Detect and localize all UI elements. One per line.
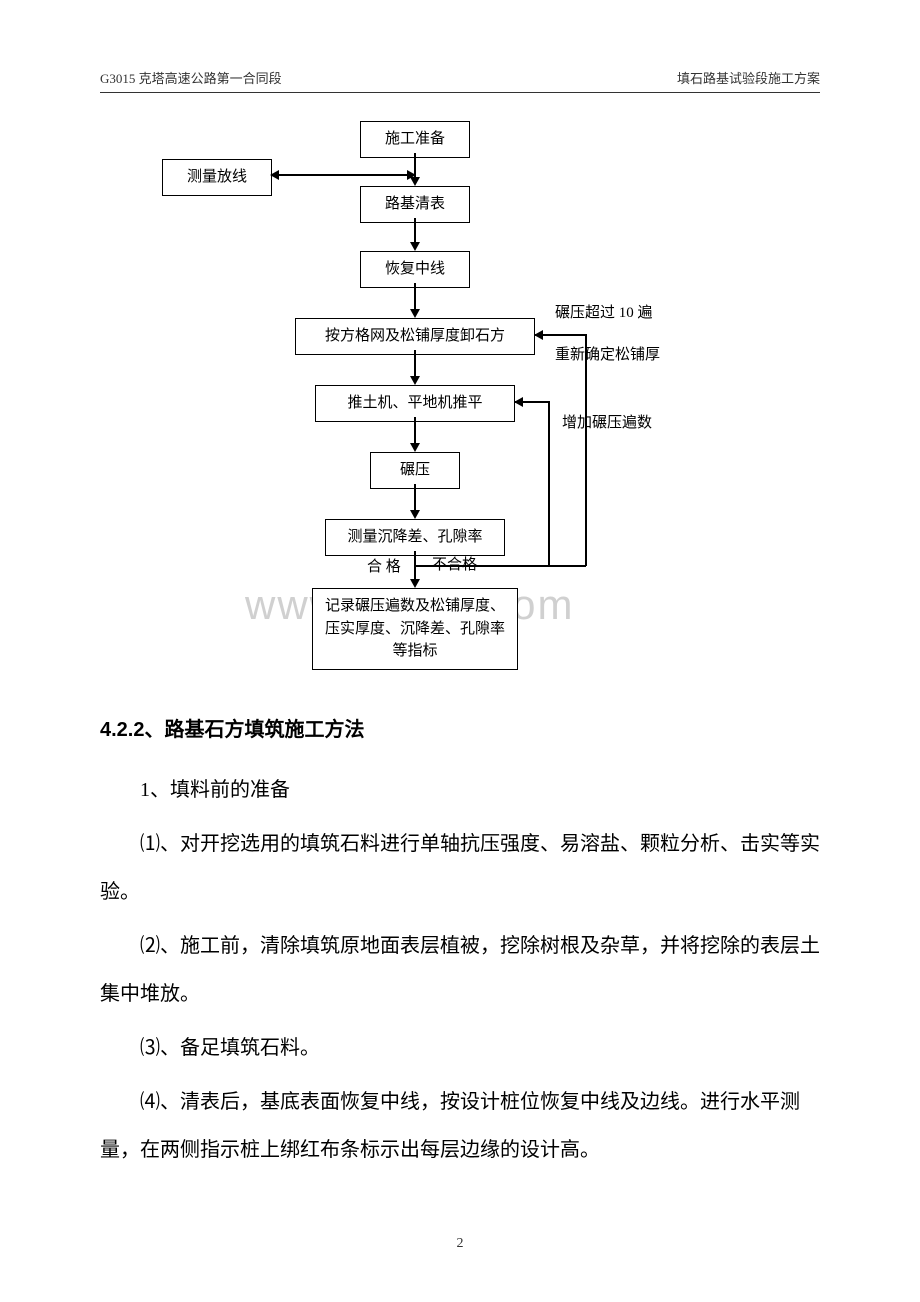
label-fail: 不合格	[432, 553, 477, 574]
label-exceed10: 碾压超过 10 遍	[555, 301, 653, 322]
page-number: 2	[457, 1236, 464, 1252]
header-right: 填石路基试验段施工方案	[677, 68, 820, 87]
paragraph-3: ⑵、施工前，清除填筑原地面表层植被，挖除树根及杂草，并将挖除的表层土集中堆放。	[100, 922, 820, 1018]
flowchart: 施工准备 测量放线 路基清表 恢复中线 按方格网及松铺厚度卸石方 推土机、平地机…	[100, 121, 820, 701]
label-redetermine: 重新确定松铺厚	[555, 343, 660, 364]
section-heading: 4.2.2、路基石方填筑施工方法	[100, 713, 820, 742]
paragraph-2: ⑴、对开挖选用的填筑石料进行单轴抗压强度、易溶盐、颗粒分析、击实等实验。	[100, 820, 820, 916]
paragraph-1: 1、填料前的准备	[100, 766, 820, 814]
paragraph-5: ⑷、清表后，基底表面恢复中线，按设计桩位恢复中线及边线。进行水平测量，在两侧指示…	[100, 1078, 820, 1174]
paragraph-4: ⑶、备足填筑石料。	[100, 1024, 820, 1072]
label-addpasses: 增加碾压遍数	[562, 411, 652, 432]
node-survey: 测量放线	[162, 159, 272, 196]
page-header: G3015 克塔高速公路第一合同段 填石路基试验段施工方案	[100, 68, 820, 93]
node-record: 记录碾压遍数及松铺厚度、压实厚度、沉降差、孔隙率等指标	[312, 588, 518, 670]
label-pass: 合 格	[367, 555, 401, 576]
header-left: G3015 克塔高速公路第一合同段	[100, 68, 282, 87]
